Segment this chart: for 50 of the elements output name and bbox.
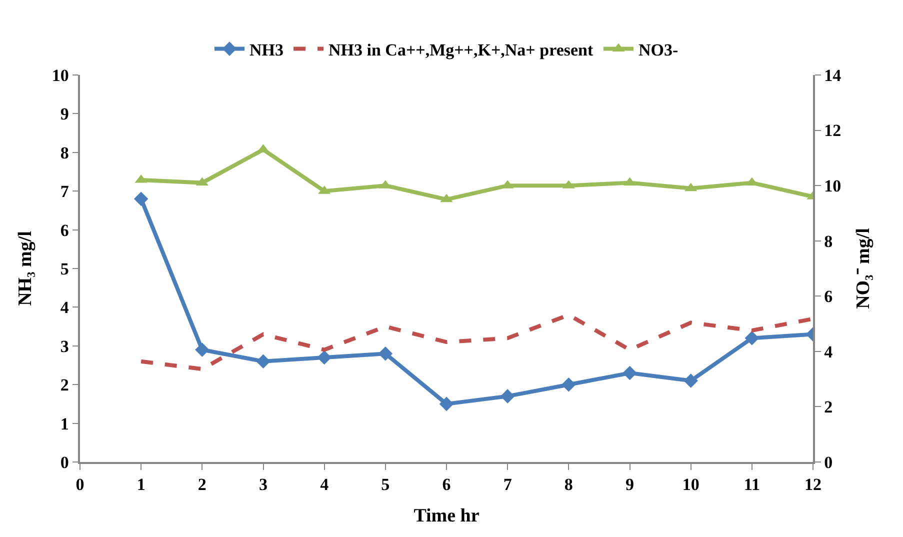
- point: [256, 354, 270, 369]
- point: [744, 331, 760, 346]
- y-tick-label: 2: [60, 376, 69, 395]
- x-tick-label: 12: [804, 475, 822, 494]
- y-axis-title: NH₃ mg/l: [15, 231, 36, 306]
- point: [134, 192, 148, 206]
- y-tick-label: 8: [60, 143, 69, 162]
- y-tick-label: 6: [60, 220, 69, 240]
- legend-label: NH3 in Ca++,Mg++,K+,Na+ present: [328, 40, 594, 60]
- y-tick-label: 7: [60, 182, 70, 202]
- point: [622, 366, 637, 380]
- point: [500, 389, 515, 404]
- point: [317, 350, 332, 365]
- y-tick-label: 5: [60, 259, 69, 278]
- x-tick-label: 6: [442, 475, 451, 494]
- y2-tick-label: 14: [824, 66, 842, 85]
- x-tick-label: 5: [381, 475, 390, 494]
- line-series: [139, 312, 813, 372]
- legend-label: NO3-: [638, 40, 678, 60]
- y2-tick-label: 4: [824, 342, 834, 362]
- y2-tick-label: 12: [824, 121, 842, 140]
- x-tick-label: 2: [198, 475, 206, 494]
- point: [195, 342, 210, 357]
- y2-tick-label: 0: [824, 452, 833, 472]
- y-tick-label: 3: [60, 336, 69, 356]
- x-tick-label: 7: [503, 475, 512, 494]
- y2-tick-label: 2: [824, 398, 833, 417]
- y2-axis-title: NO₃⁻ mg/l: [852, 228, 874, 309]
- x-tick-label: 3: [259, 475, 268, 494]
- x-tick-label: 0: [76, 475, 84, 494]
- x-tick-label: 8: [564, 475, 573, 494]
- point: [439, 396, 454, 412]
- x-tick-label: 1: [136, 475, 146, 494]
- y-tick-label: 4: [60, 298, 70, 318]
- x-tick-label: 9: [626, 475, 634, 494]
- point: [562, 377, 576, 392]
- point: [378, 346, 393, 361]
- y-tick-label: 10: [52, 66, 69, 85]
- x-tick-label: 11: [744, 475, 760, 494]
- x-tick-label: 10: [682, 475, 700, 494]
- point: [684, 374, 698, 388]
- y2-tick-label: 10: [824, 176, 842, 196]
- y2-tick-label: 6: [824, 287, 833, 306]
- y-tick-label: 0: [60, 452, 69, 472]
- y-tick-label: 1: [60, 414, 69, 434]
- x-axis-title: Time hr: [414, 505, 480, 526]
- y-tick-label: 9: [60, 104, 69, 124]
- x-tick-label: 4: [320, 475, 330, 494]
- y2-tick-label: 8: [824, 232, 833, 251]
- legend-label: NH3: [250, 40, 284, 60]
